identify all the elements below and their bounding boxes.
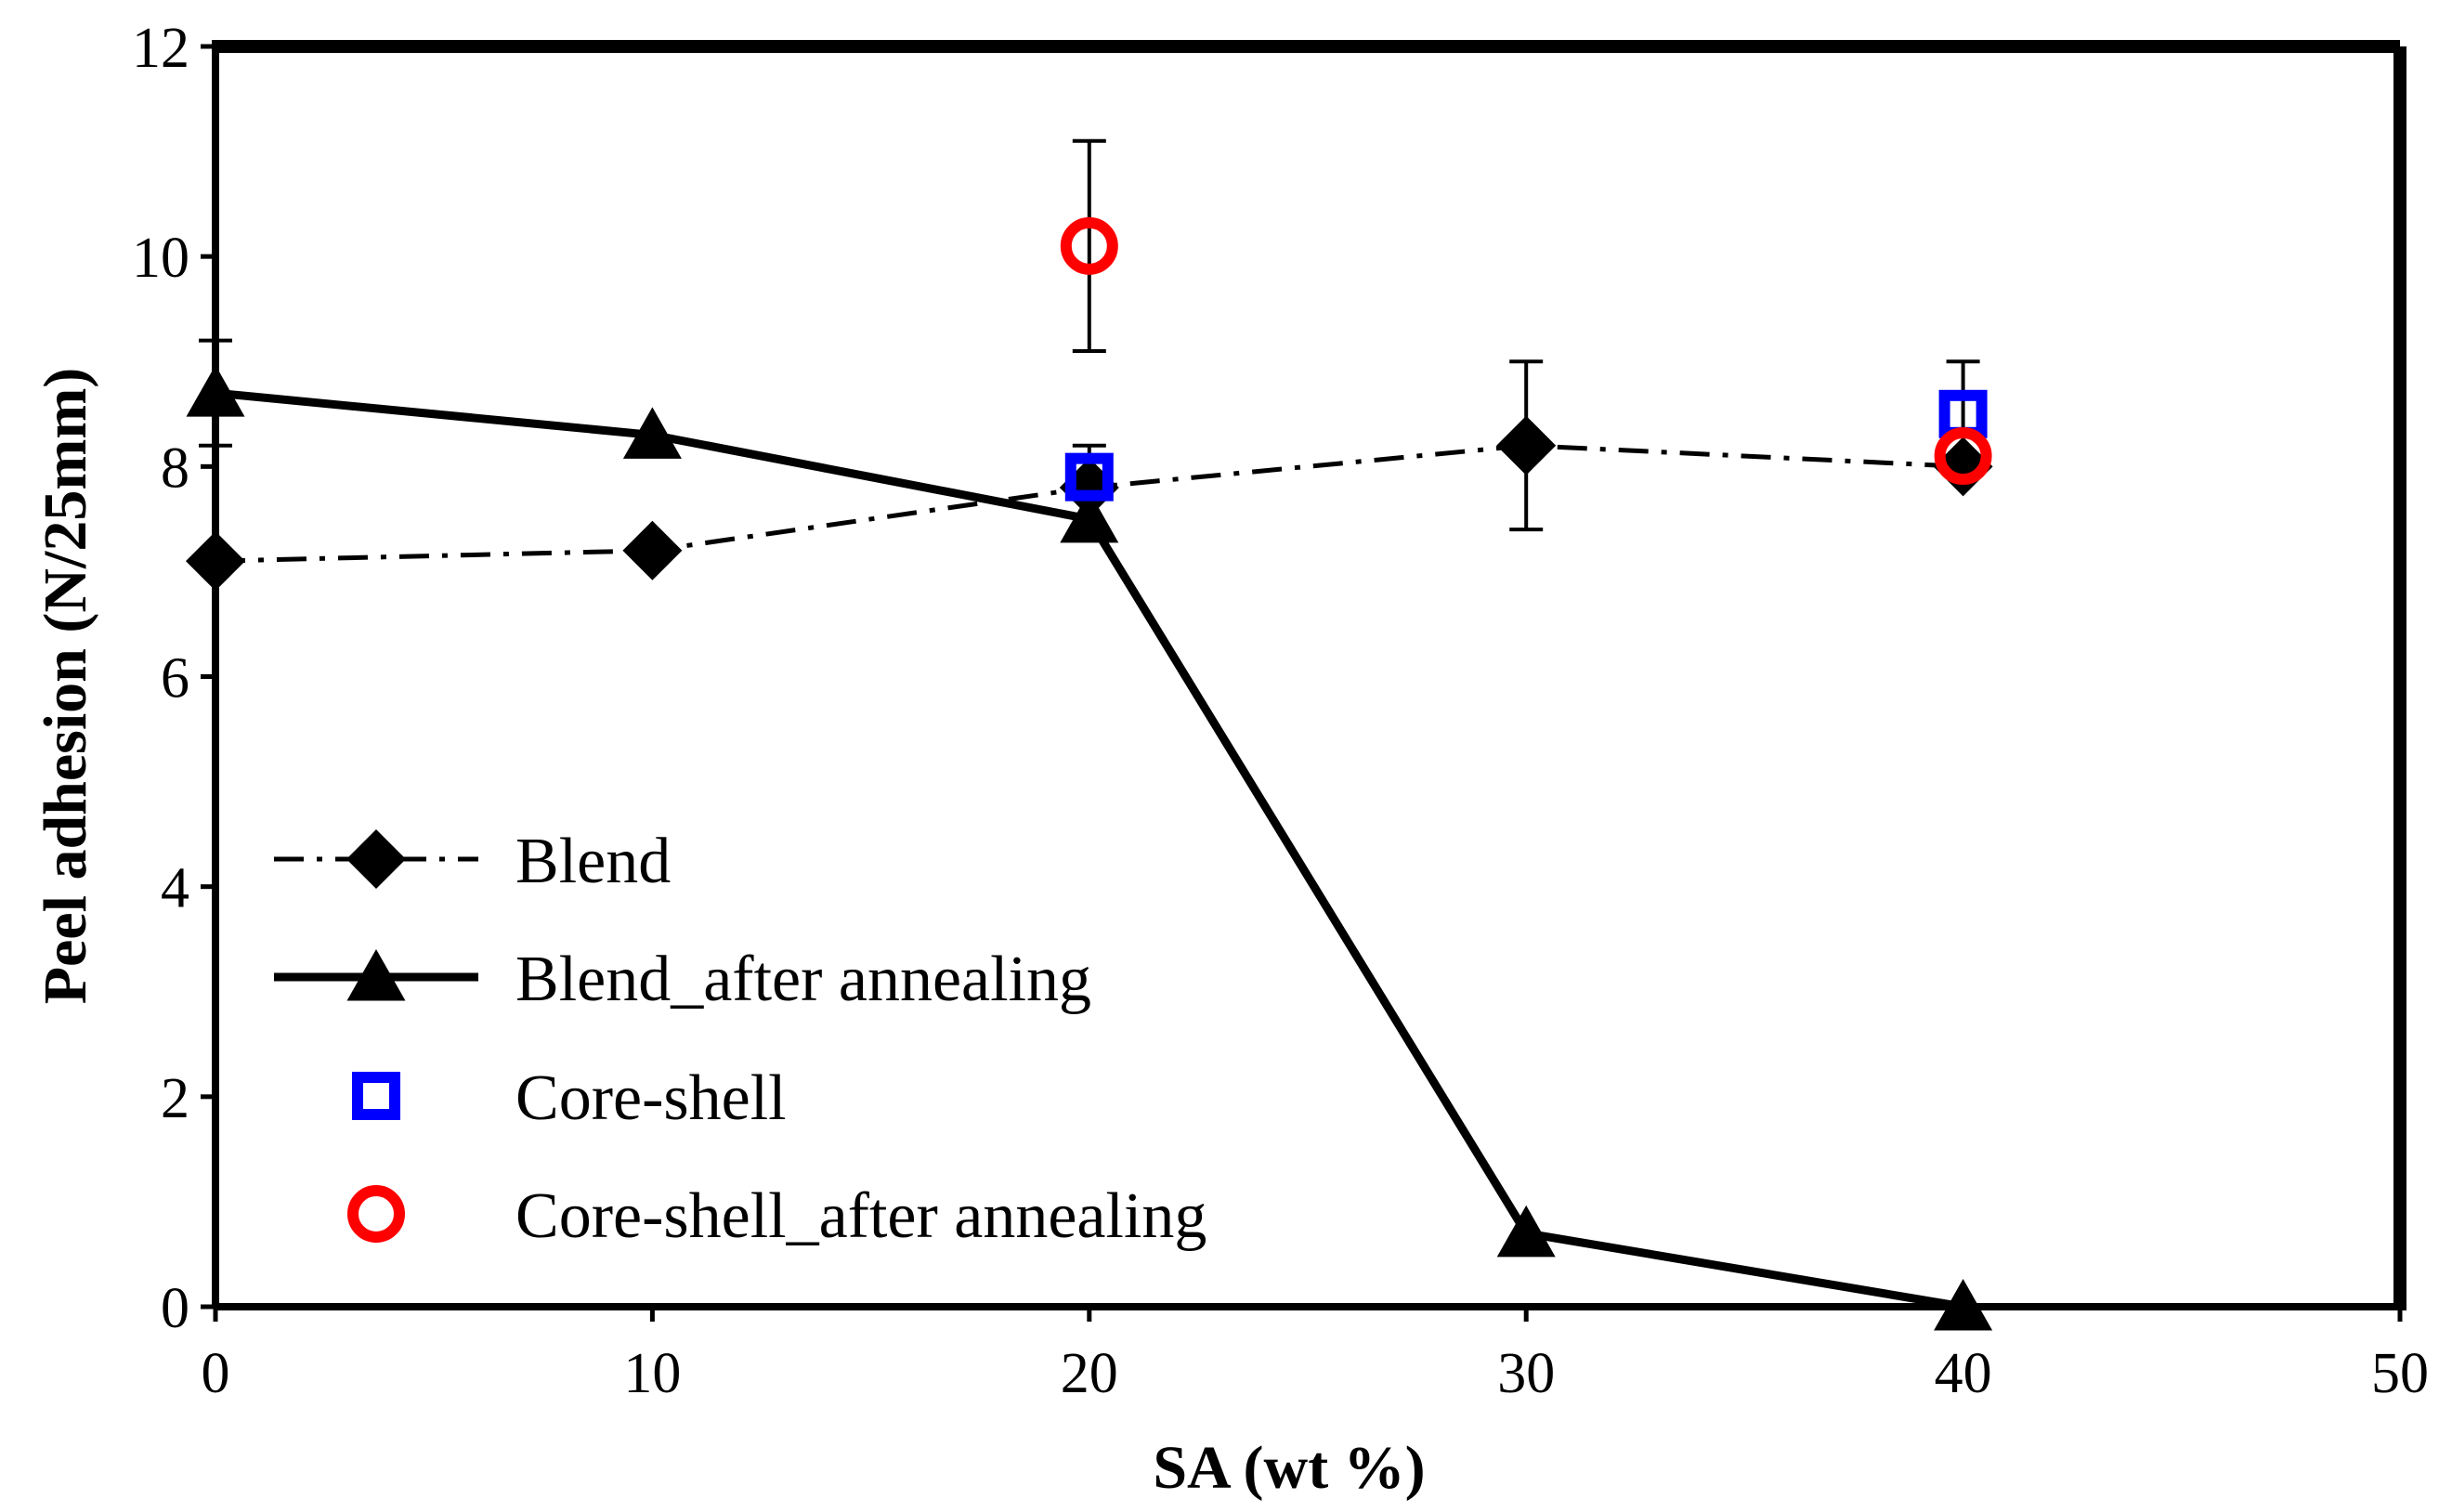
x-axis-title: SA (wt %) <box>1153 1434 1425 1502</box>
y-axis-title: Peel adhesion (N/25mm) <box>32 368 99 1005</box>
data-point <box>622 520 683 580</box>
x-tick-label: 50 <box>2371 1342 2429 1405</box>
legend-label: Core-shell_after annealing <box>515 1180 1206 1252</box>
x-tick-label: 40 <box>1935 1342 1992 1405</box>
legend-item-0: Blend <box>274 826 671 897</box>
axis-ticks-layer: 0 2 4 6 8 10 12 0 10 20 30 40 50 <box>132 17 2429 1405</box>
legend-marker <box>346 949 406 1001</box>
markers-layer <box>186 216 1993 1331</box>
y-tick-label: 2 <box>161 1067 189 1130</box>
data-point <box>1496 415 1557 476</box>
data-point <box>1060 216 1118 275</box>
legend-marker <box>352 1072 400 1120</box>
legend-marker <box>347 1185 405 1243</box>
legend-marker <box>346 829 406 889</box>
y-tick-label: 6 <box>161 647 189 710</box>
data-point <box>1496 1205 1556 1258</box>
y-tick-label: 12 <box>132 17 189 80</box>
legend-item-2: Core-shell <box>352 1062 787 1134</box>
legend-label: Core-shell <box>515 1062 787 1134</box>
legend-item-1: Blend_after annealing <box>274 944 1091 1015</box>
y-tick-label: 8 <box>161 437 189 500</box>
error-bar <box>1072 138 1106 353</box>
x-tick-label: 30 <box>1497 1342 1555 1405</box>
data-point <box>622 407 682 459</box>
legend: Blend Blend_after annealing Core-shell Core… <box>274 826 1206 1252</box>
x-tick-label: 0 <box>202 1342 230 1405</box>
y-tick-label: 4 <box>161 857 189 920</box>
y-tick-label: 0 <box>161 1277 189 1340</box>
data-point <box>1933 437 1993 497</box>
legend-item-3: Core-shell_after annealing <box>347 1180 1206 1252</box>
x-tick-label: 10 <box>623 1342 681 1405</box>
data-point <box>1064 452 1114 502</box>
y-tick-label: 10 <box>132 227 189 290</box>
legend-label: Blend_after annealing <box>515 944 1091 1015</box>
data-point <box>1934 427 1992 486</box>
plot-frame-layer <box>212 40 2406 1310</box>
legend-label: Blend <box>515 826 671 897</box>
x-tick-label: 20 <box>1061 1342 1118 1405</box>
